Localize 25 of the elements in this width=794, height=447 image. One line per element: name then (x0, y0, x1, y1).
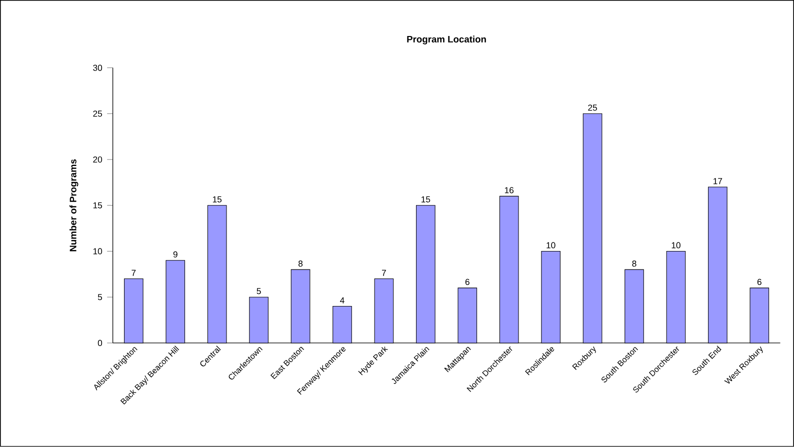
y-tick-label: 0 (98, 340, 102, 346)
data-label: 15 (212, 196, 222, 203)
data-label: 8 (632, 260, 636, 267)
data-label: 7 (382, 270, 386, 276)
data-label: 6 (757, 278, 762, 286)
data-label: 25 (588, 104, 597, 111)
data-label: 8 (298, 260, 303, 267)
y-tick-label: 20 (93, 156, 102, 163)
data-label: 7 (132, 270, 136, 276)
y-tick-label: 10 (93, 248, 102, 254)
data-label: 17 (714, 178, 722, 184)
data-label: 16 (504, 187, 514, 194)
data-label: 5 (256, 288, 261, 294)
y-tick-label: 5 (98, 294, 102, 300)
y-tick-label: 30 (93, 64, 102, 71)
data-label: 9 (173, 251, 178, 258)
y-tick-label: 25 (93, 110, 102, 117)
data-label: 10 (546, 242, 556, 248)
chart-title: Program Location (407, 36, 486, 44)
data-label: 6 (465, 278, 470, 286)
y-tick-label: 15 (93, 202, 102, 209)
y-axis-title: Number of Programs (70, 159, 78, 252)
data-label: 10 (672, 242, 680, 248)
data-label: 15 (422, 196, 430, 203)
data-label: 4 (340, 297, 344, 304)
